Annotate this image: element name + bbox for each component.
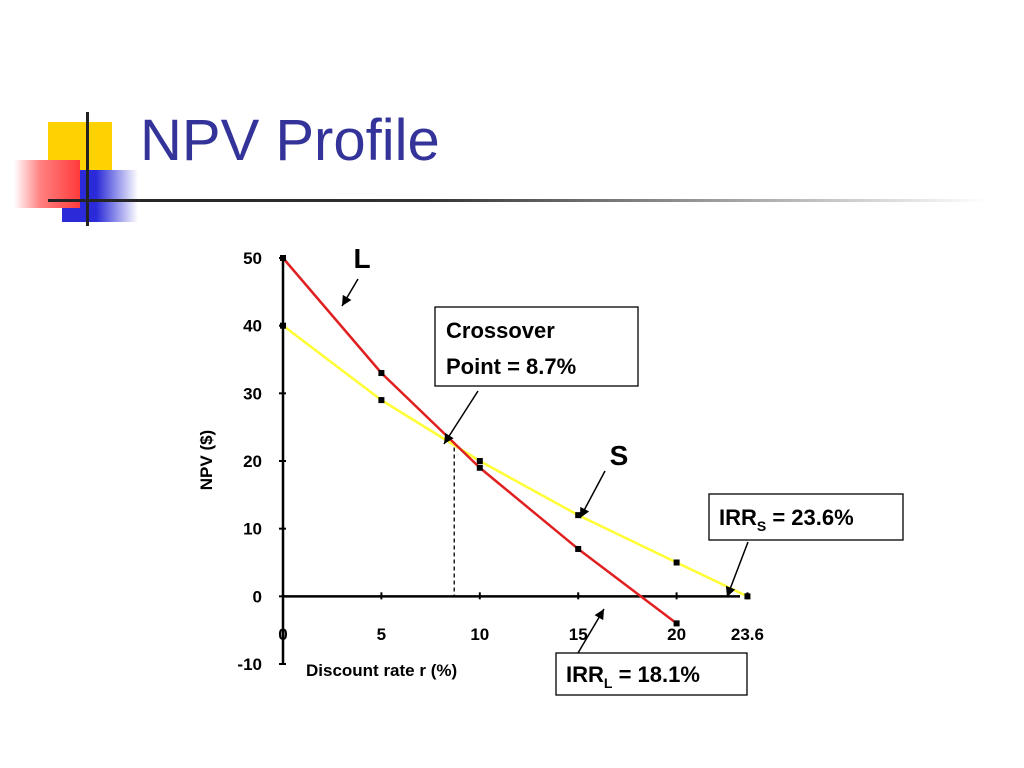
x-tick-label: 0 — [278, 625, 287, 644]
arrow-crossover-head — [444, 432, 454, 444]
x-tick-label: 20 — [667, 625, 686, 644]
irr-l-subscript: L — [604, 675, 613, 691]
deco-vertical-line — [86, 112, 89, 226]
irr-s-box — [708, 493, 904, 541]
slide-title: NPV Profile — [140, 108, 440, 173]
data-point-S — [476, 458, 483, 464]
data-point-S — [575, 512, 582, 519]
chart-series — [280, 255, 751, 627]
irr-l-main: IRR — [566, 662, 604, 687]
arrow-L-head — [342, 294, 352, 306]
series-label-L: L — [353, 243, 370, 274]
crossover-box — [434, 306, 639, 387]
arrow-S-head — [580, 506, 590, 518]
y-tick-label: 30 — [243, 384, 262, 403]
y-tick-label: 50 — [243, 249, 262, 268]
irr-s-value: = 23.6% — [766, 505, 853, 530]
deco-horizontal-line — [48, 199, 988, 202]
x-axis-label: Discount rate r (%) — [306, 661, 457, 680]
series-line-S — [282, 324, 748, 598]
data-point-L — [575, 545, 582, 552]
data-point-L — [673, 620, 680, 627]
y-tick-label: -10 — [237, 655, 262, 674]
crossover-text-line2: Point = 8.7% — [446, 354, 576, 379]
irr-l-box — [555, 652, 748, 696]
irr-s-subscript: S — [757, 518, 766, 534]
arrow-irr-l-head — [594, 609, 604, 621]
data-point-S — [744, 593, 751, 600]
data-point-S — [673, 559, 680, 566]
irr-s-text: IRRS = 23.6% — [719, 505, 854, 534]
y-tick-label: 0 — [253, 587, 262, 606]
y-tick-label: 10 — [243, 520, 262, 539]
x-tick-label: 10 — [470, 625, 489, 644]
series-label-S: S — [610, 440, 629, 471]
data-point-S — [280, 322, 286, 329]
irr-s-main: IRR — [719, 505, 757, 530]
data-point-L — [378, 370, 385, 377]
data-point-S — [378, 397, 385, 404]
arrow-crossover-shaft — [443, 390, 479, 445]
x-tick-label: 5 — [377, 625, 386, 644]
irr-l-text: IRRL = 18.1% — [566, 662, 700, 691]
y-tick-label: 40 — [243, 317, 262, 336]
arrow-irr-s-head — [725, 585, 736, 597]
crossover-text-line1: Crossover — [446, 318, 555, 343]
x-tick-label: 15 — [569, 625, 588, 644]
data-point-L — [280, 255, 286, 261]
y-tick-label: 20 — [243, 452, 262, 471]
y-axis-label: NPV ($) — [197, 430, 216, 490]
irr-l-value: = 18.1% — [612, 662, 699, 687]
x-tick-label: 23.6 — [731, 625, 764, 644]
chart-ticks: -10 0 10 20 30 40 50 0 5 10 15 20 23.6 — [237, 249, 764, 674]
data-point-L — [476, 464, 483, 471]
